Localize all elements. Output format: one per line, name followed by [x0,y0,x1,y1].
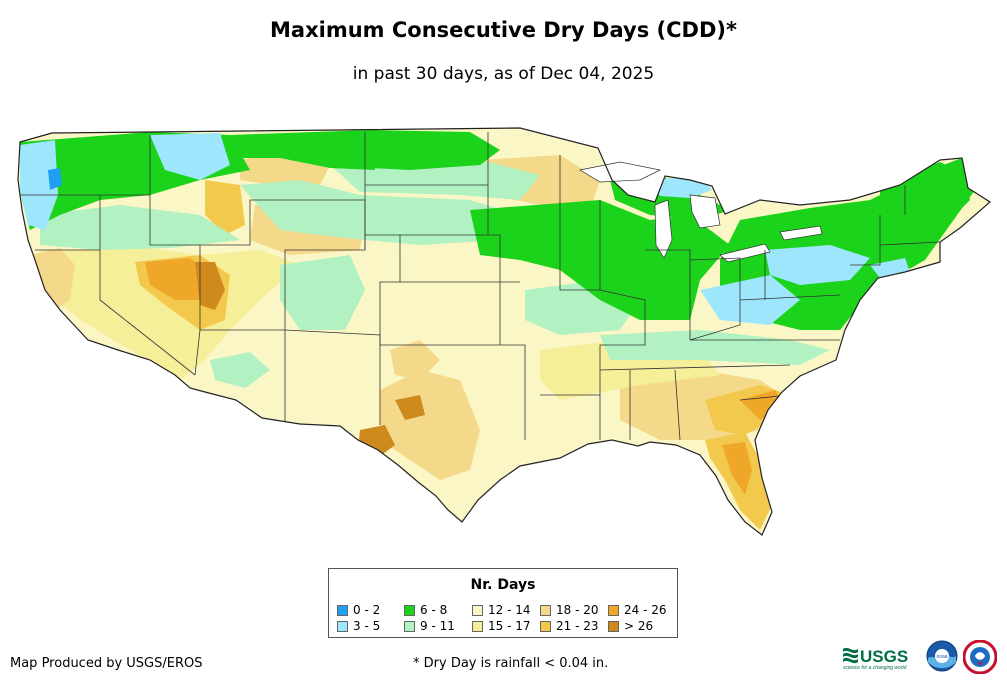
zone-6-8-montana [230,130,375,170]
legend-item-9-11: 9 - 11 [404,619,455,633]
noaa-logo: noaa [926,640,958,672]
legend-swatch [404,605,415,616]
legend-swatch [337,605,348,616]
legend-label: 15 - 17 [488,619,531,633]
lake-huron [689,194,721,229]
legend-item-18-20: 18 - 20 [540,603,599,617]
zone-18-20-sierra [30,248,75,310]
zone-9-11-pacific-nw [40,205,240,250]
usgs-logo: USGS science for a changing world [843,647,908,671]
legend-label: 9 - 11 [420,619,455,633]
legend-label: 21 - 23 [556,619,599,633]
legend-box: Nr. Days 0 - 2 3 - 5 6 - 8 9 - 11 12 - 1… [328,568,678,638]
legend-swatch [540,605,551,616]
legend-swatch [472,605,483,616]
cdd-map [17,127,991,536]
nws-logo [963,640,997,674]
legend-swatch [337,621,348,632]
zone-24-26-florida-core [722,442,752,495]
legend-label: 0 - 2 [353,603,381,617]
lake-erie [719,243,771,263]
legend-label: 12 - 14 [488,603,531,617]
dry-day-footnote: * Dry Day is rainfall < 0.04 in. [413,656,609,671]
legend-swatch [608,621,619,632]
zone-9-11-midsouth [600,330,830,365]
map-title: Maximum Consecutive Dry Days (CDD)* [270,18,737,42]
legend-item-0-2: 0 - 2 [337,603,380,617]
lake-michigan [654,199,673,259]
zone-3-5-olympic [20,140,58,230]
zone-15-17-southwest [40,248,300,380]
zone-24-26-carolinas [740,390,785,420]
legend-swatch [608,605,619,616]
legend-item-21-23: 21 - 23 [540,619,599,633]
svg-text:USGS: USGS [860,647,908,666]
zone-3-5-montana [150,133,230,180]
svg-text:science for a changing world: science for a changing world [843,665,907,671]
legend-swatch [472,621,483,632]
legend-item-12-14: 12 - 14 [472,603,531,617]
legend-item-3-5: 3 - 5 [337,619,380,633]
svg-text:noaa: noaa [936,654,947,660]
zone-9-11-colorado [280,255,365,330]
legend-swatch [404,621,415,632]
lake-superior [579,161,662,183]
producer-credit: Map Produced by USGS/EROS [10,656,203,671]
legend-item-6-8: 6 - 8 [404,603,447,617]
zone-9-11-north-plains [330,160,540,200]
map-subtitle: in past 30 days, as of Dec 04, 2025 [352,64,655,84]
zone-18-20-texas [380,370,480,480]
legend-item-over-26: > 26 [608,619,653,633]
legend-label: 18 - 20 [556,603,599,617]
legend-label: 24 - 26 [624,603,667,617]
legend-label: 6 - 8 [420,603,448,617]
state-boundaries [20,132,941,441]
legend-label: 3 - 5 [353,619,381,633]
legend-title: Nr. Days [470,577,536,593]
zone-0-2-coast [48,168,62,190]
zone-9-11-rockies [240,180,520,245]
zone-21-23-idaho [205,180,245,235]
zone-24-26-nevada [145,258,210,300]
legend-swatch [540,621,551,632]
zone-3-5-northeast [765,245,870,285]
lake-ontario [779,225,823,241]
zone-6-8-northern-tier [370,130,500,170]
zone-3-5-ohio-valley [700,275,800,325]
legend-item-15-17: 15 - 17 [472,619,531,633]
zone-over-26-utah [195,262,225,310]
zone-over-26-texas-b [395,395,425,420]
legend-label: > 26 [624,619,654,633]
zone-9-11-arizona [210,352,270,388]
legend-item-24-26: 24 - 26 [608,603,667,617]
zone-18-20-panhandle [390,340,440,380]
